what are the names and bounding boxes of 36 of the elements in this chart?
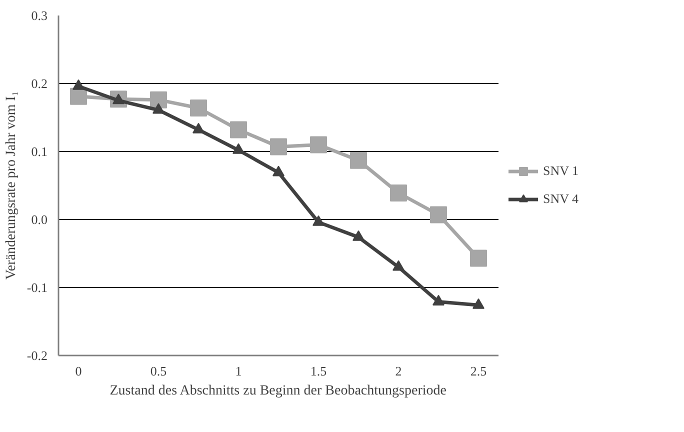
point [190,99,207,116]
point [392,260,404,271]
legend-label: SNV 4 [543,191,579,207]
point [152,103,164,114]
point [310,136,327,154]
point [470,250,487,267]
y-tick-label: -0.2 [26,348,48,363]
x-tick-label: 2 [395,364,402,378]
point [192,122,204,134]
x-tick-label: 0.5 [150,364,167,378]
point [352,230,364,241]
y-tick-label: 0.3 [31,8,48,23]
x-tick-label: 0 [75,364,82,378]
y-tick-label: 0.0 [31,212,48,227]
x-tick-label: 1.5 [310,364,327,378]
point [312,215,324,226]
point [430,206,447,224]
x-tick-label: 1 [235,364,242,378]
point [390,184,407,202]
point [272,166,284,176]
point [350,152,367,169]
legend-label: SNV 1 [543,163,579,179]
y-axis-title: Veränderungsrate pro Jahr vom I₁ [4,91,19,280]
point [230,121,247,138]
point [432,294,444,306]
point [472,298,484,309]
point [72,79,84,90]
x-tick-label: 2.5 [470,364,487,378]
point [150,91,167,108]
y-tick-label: -0.1 [26,280,48,295]
point [70,88,87,105]
y-tick-label: 0.2 [31,76,48,91]
x-axis-title: Zustand des Abschnitts zu Beginn der Beobachtungsperiode [110,384,446,398]
point [270,138,287,156]
y-tick-label: 0.1 [31,144,48,159]
point [232,143,244,154]
